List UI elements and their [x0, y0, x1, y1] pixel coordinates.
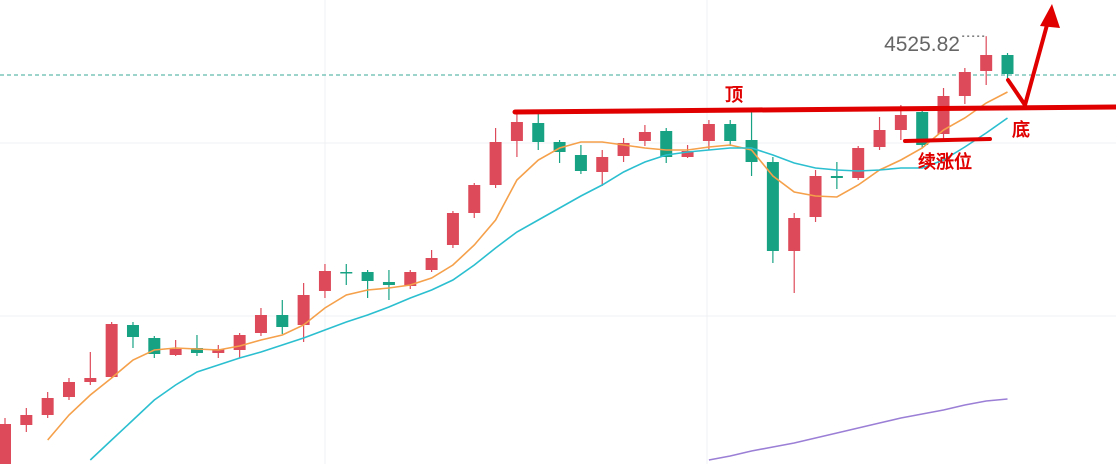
arrow-head — [1040, 4, 1060, 28]
candle-body — [446, 213, 459, 245]
candle-body — [638, 132, 651, 141]
moving-average-line — [89, 117, 1008, 461]
candle-body — [62, 382, 75, 397]
candle-body — [276, 315, 289, 327]
candle-body — [361, 272, 374, 281]
candle-body — [788, 218, 801, 251]
candle-body — [681, 151, 694, 157]
candle-body — [297, 295, 310, 325]
candle-body — [233, 335, 246, 350]
candle-body — [20, 415, 33, 425]
candle-body — [532, 123, 545, 142]
candle-body — [169, 349, 182, 355]
drawings — [512, 4, 1116, 143]
candle-body — [510, 122, 523, 141]
support-line — [903, 137, 992, 143]
candle-body — [553, 142, 566, 152]
candle-body — [574, 155, 587, 171]
bottom-label: 底 — [1012, 119, 1030, 141]
candle-body — [212, 349, 225, 353]
candle-body — [41, 398, 54, 415]
candle-body — [1001, 55, 1014, 74]
candle-body — [382, 282, 395, 285]
resistance-line — [512, 104, 1116, 115]
candle-body — [190, 348, 203, 353]
candle-body — [916, 112, 929, 145]
candle-body — [126, 325, 139, 337]
candle-body — [596, 157, 609, 172]
candle-body — [425, 258, 438, 270]
candle-body — [980, 55, 993, 71]
candle-body — [489, 142, 502, 185]
candle-body — [84, 378, 97, 382]
marks — [0, 35, 1116, 464]
continuation-label: 续涨位 — [918, 151, 972, 173]
candle-body — [873, 130, 886, 147]
candle-body — [852, 148, 865, 178]
moving-average-line — [47, 91, 1008, 441]
high-price-label: 4525.82 — [884, 33, 960, 56]
moving-average-line — [708, 398, 1008, 461]
candle-body — [0, 424, 11, 464]
candle-body — [660, 131, 673, 157]
candle-body — [766, 162, 779, 251]
candle-body — [340, 272, 353, 274]
candle-body — [958, 72, 971, 96]
candle-body — [724, 124, 737, 141]
arrow — [1006, 12, 1052, 110]
candle-body — [702, 124, 715, 141]
candle-body — [468, 185, 481, 213]
top-label: 顶 — [725, 85, 743, 106]
candle-body — [617, 143, 630, 156]
candle-body — [894, 115, 907, 130]
candle-body — [105, 324, 118, 377]
candle-body — [318, 271, 331, 291]
candle-body — [404, 272, 417, 286]
candle-body — [254, 315, 267, 333]
candle-body — [830, 176, 843, 178]
candle-body — [937, 96, 950, 134]
